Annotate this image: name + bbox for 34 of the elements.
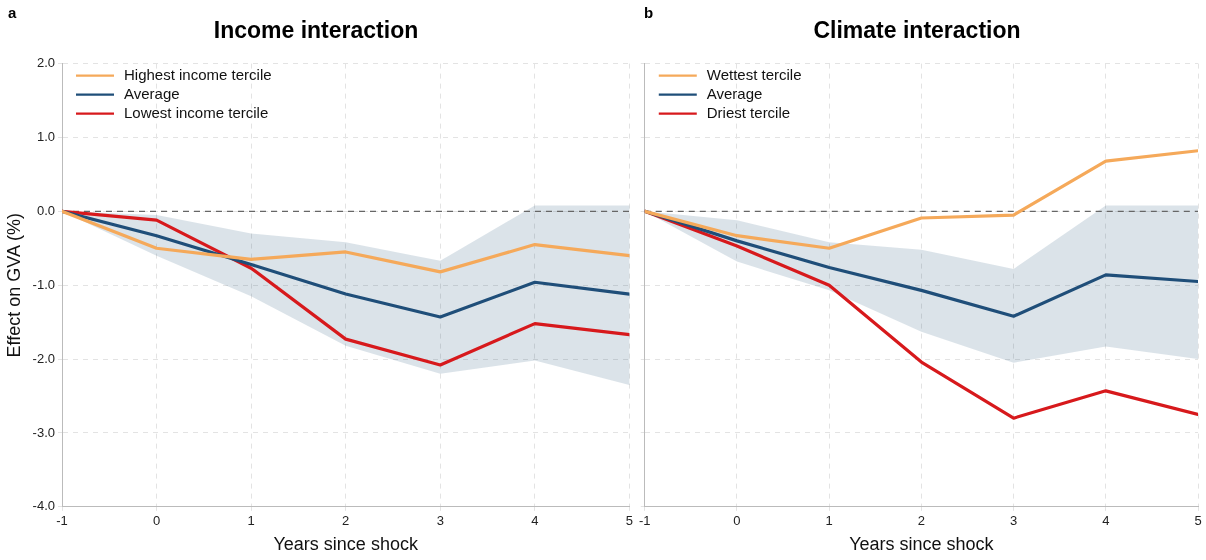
y-tick-label: -4.0: [32, 498, 55, 514]
x-tick-label: 4: [1102, 513, 1110, 529]
x-tick-label: 5: [1194, 513, 1202, 529]
x-axis-title: Years since shock: [273, 534, 419, 555]
legend-label: Average: [124, 84, 180, 102]
x-axis-title: Years since shock: [849, 534, 995, 555]
y-tick-label: 0.0: [36, 202, 55, 218]
x-tick-label: 3: [1009, 513, 1018, 529]
x-tick-label: 2: [342, 513, 350, 529]
y-tick-label: -3.0: [32, 424, 55, 440]
x-tick-label: 4: [531, 513, 539, 529]
x-tick-label: 2: [917, 513, 926, 529]
y-tick-label: -2.0: [32, 350, 55, 366]
x-tick-label: 0: [152, 513, 161, 529]
text: a: [8, 3, 17, 21]
x-tick-label: 1: [247, 513, 255, 529]
chart-title: Climate interaction: [813, 17, 1021, 44]
x-tick-label: -1: [56, 513, 68, 529]
y-tick-label: -1.0: [32, 276, 55, 292]
x-tick-label: 5: [625, 513, 633, 529]
legend-label: Wettest tercile: [706, 65, 802, 83]
y-tick-label: 2.0: [36, 55, 55, 71]
y-axis-title: Effect on GVA (%): [3, 213, 24, 358]
legend-label: Lowest income tercile: [124, 103, 269, 121]
chart-title: Income interaction: [213, 17, 419, 44]
legend-label: Driest tercile: [706, 103, 791, 121]
x-tick-label: 3: [436, 513, 444, 529]
y-tick-label: 1.0: [36, 129, 55, 145]
x-tick-label: 1: [825, 513, 833, 529]
x-tick-label: -1: [639, 513, 651, 529]
legend-label: Highest income tercile: [124, 65, 272, 83]
text: b: [644, 3, 654, 21]
legend-label: Average: [706, 84, 763, 102]
x-tick-label: 0: [733, 513, 741, 529]
